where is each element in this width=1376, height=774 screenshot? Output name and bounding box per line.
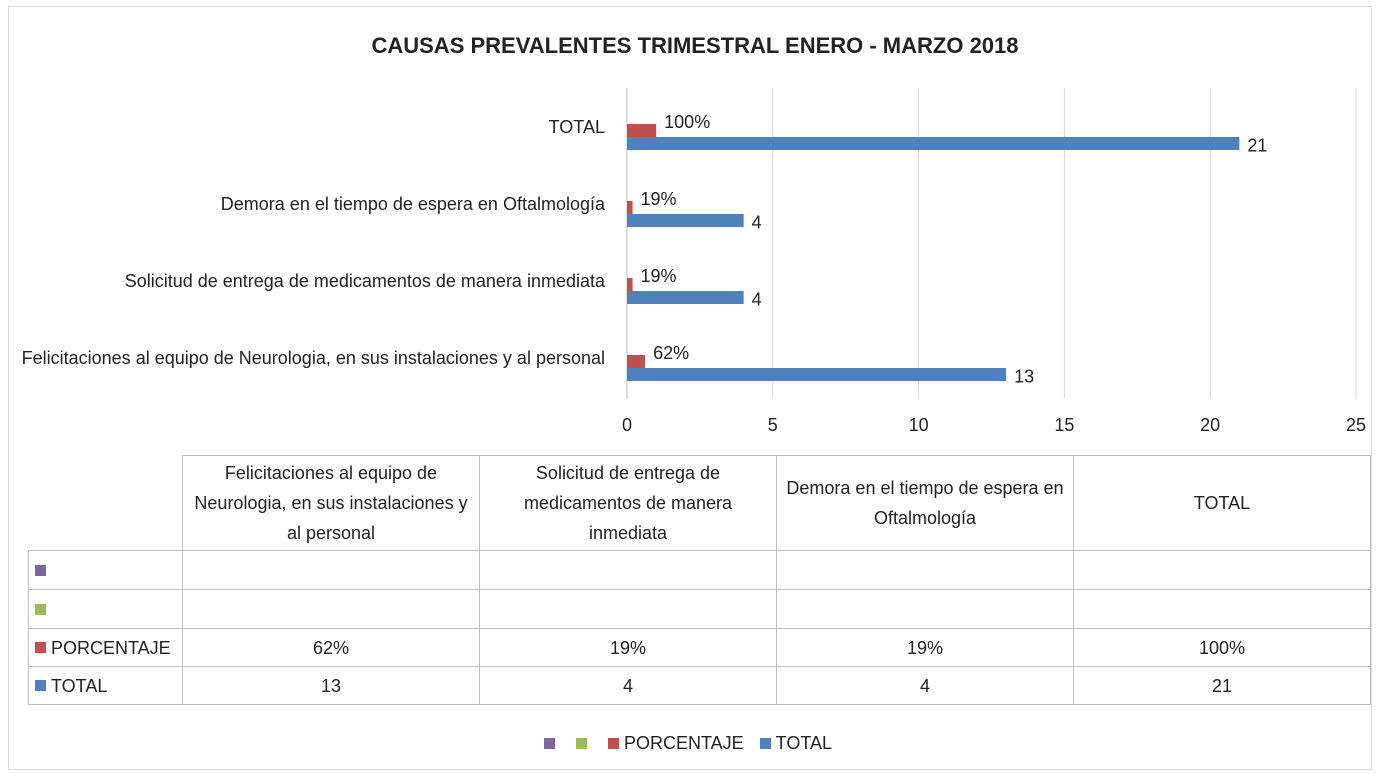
y-tick-label: Solicitud de entrega de medicamentos de … <box>124 271 605 291</box>
table-cell: 21 <box>1073 666 1371 705</box>
bar <box>627 201 633 214</box>
data-label: 100% <box>664 112 710 132</box>
table-header: Felicitaciones al equipo de Neurologia, … <box>182 455 480 551</box>
legend-swatch <box>35 680 46 691</box>
data-label: 62% <box>653 343 689 363</box>
row-label: TOTAL <box>51 675 108 696</box>
bar <box>627 214 744 227</box>
legend: PORCENTAJE TOTAL <box>0 733 1376 754</box>
legend-swatch <box>35 603 46 615</box>
legend-item <box>575 733 592 754</box>
legend-swatch <box>543 738 555 749</box>
table-cell: 100% <box>1073 628 1371 667</box>
legend-swatch <box>759 738 771 749</box>
legend-item: TOTAL <box>759 733 833 754</box>
x-tick-label: 10 <box>909 415 929 435</box>
x-tick-label: 20 <box>1200 415 1220 435</box>
legend-label: PORCENTAJE <box>623 733 744 753</box>
table-header: Solicitud de entrega de medicamentos de … <box>479 455 777 551</box>
row-label: PORCENTAJE <box>51 637 171 658</box>
y-tick-label: Felicitaciones al equipo de Neurologia, … <box>21 348 605 368</box>
legend-swatch <box>35 642 46 653</box>
bar <box>627 355 646 368</box>
y-tick-label: Demora en el tiempo de espera en Oftalmo… <box>220 194 605 214</box>
legend-item <box>543 733 560 754</box>
chart-frame <box>8 6 1372 770</box>
data-label: 19% <box>641 189 677 209</box>
table-cell <box>1073 589 1371 629</box>
table-cell <box>479 550 777 590</box>
x-tick-label: 0 <box>622 415 632 435</box>
x-tick-label: 25 <box>1346 415 1366 435</box>
table-cell <box>776 589 1074 629</box>
bar <box>627 124 657 137</box>
y-tick-label: TOTAL <box>548 117 605 137</box>
table-cell: 19% <box>776 628 1074 667</box>
table-row-header: PORCENTAJE <box>28 628 183 667</box>
table-cell <box>182 550 480 590</box>
table-cell <box>182 589 480 629</box>
data-label: 21 <box>1247 135 1267 155</box>
table-row-header <box>28 550 183 590</box>
table-cell: 19% <box>479 628 777 667</box>
table-row-header <box>28 589 183 629</box>
table-cell <box>479 589 777 629</box>
table-row-header: TOTAL <box>28 666 183 705</box>
legend-item: PORCENTAJE <box>607 733 744 754</box>
data-label: 19% <box>641 266 677 286</box>
x-tick-label: 15 <box>1054 415 1074 435</box>
bar <box>627 278 633 291</box>
table-header: TOTAL <box>1073 455 1371 551</box>
table-cell: 4 <box>479 666 777 705</box>
data-label: 4 <box>752 289 762 309</box>
x-tick-label: 5 <box>768 415 778 435</box>
bar <box>627 137 1240 150</box>
table-cell <box>776 550 1074 590</box>
table-header: Demora en el tiempo de espera en Oftalmo… <box>776 455 1074 551</box>
bar <box>627 291 744 304</box>
bar <box>627 368 1007 381</box>
table-cell: 4 <box>776 666 1074 705</box>
table-cell <box>1073 550 1371 590</box>
legend-swatch <box>35 564 46 576</box>
table-cell: 62% <box>182 628 480 667</box>
data-label: 13 <box>1014 366 1034 386</box>
table-cell: 13 <box>182 666 480 705</box>
legend-swatch <box>607 738 619 749</box>
chart-title: CAUSAS PREVALENTES TRIMESTRAL ENERO - MA… <box>371 33 1018 58</box>
legend-swatch <box>575 738 587 749</box>
legend-label: TOTAL <box>775 733 833 753</box>
data-label: 4 <box>752 212 762 232</box>
